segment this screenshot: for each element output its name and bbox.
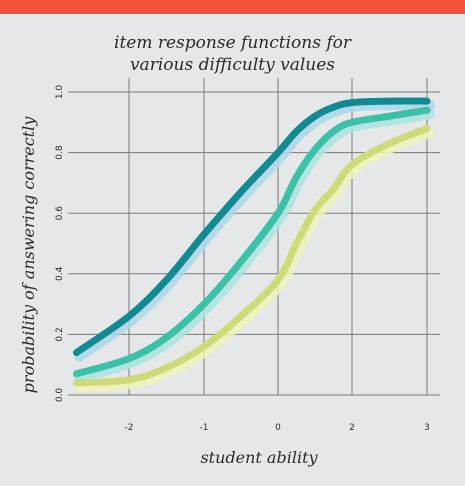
x-tick-label: -1 [200, 423, 209, 433]
series-glow-3 [74, 127, 435, 392]
x-tick-label: 0 [275, 423, 281, 433]
series-line-1 [73, 97, 431, 357]
x-axis-label: student ability [200, 448, 318, 467]
y-tick-labels: 0.0 0.2 0.4 0.6 0.8 1.0 [55, 85, 65, 403]
y-axis-label: probability of answering correctly [19, 116, 38, 394]
top-accent-bar [0, 0, 465, 14]
chart-title: item response functions for various diff… [0, 32, 465, 76]
series-glows [74, 99, 435, 392]
x-tick-labels: -2 -1 0 2 3 [125, 423, 430, 433]
series-lines [73, 97, 431, 387]
y-tick-label: 1.0 [55, 85, 65, 100]
x-tick-label: 2 [349, 423, 355, 433]
series-glow-2 [74, 109, 435, 383]
y-tick-label: 0.8 [55, 145, 65, 160]
x-tick-label: 3 [424, 423, 430, 433]
series-line-3 [73, 124, 431, 387]
y-tick-label: 0.6 [55, 206, 65, 221]
chart-title-line-1: item response functions for [114, 33, 351, 53]
y-tick-label: 0.2 [55, 327, 65, 341]
series-glow-1 [74, 99, 435, 362]
x-tick-label: -2 [125, 423, 134, 433]
y-tick-label: 0.4 [55, 266, 65, 281]
chart-title-line-2: various difficulty values [129, 55, 336, 75]
series-line-2 [73, 106, 431, 378]
y-tick-label: 0.0 [55, 388, 65, 403]
